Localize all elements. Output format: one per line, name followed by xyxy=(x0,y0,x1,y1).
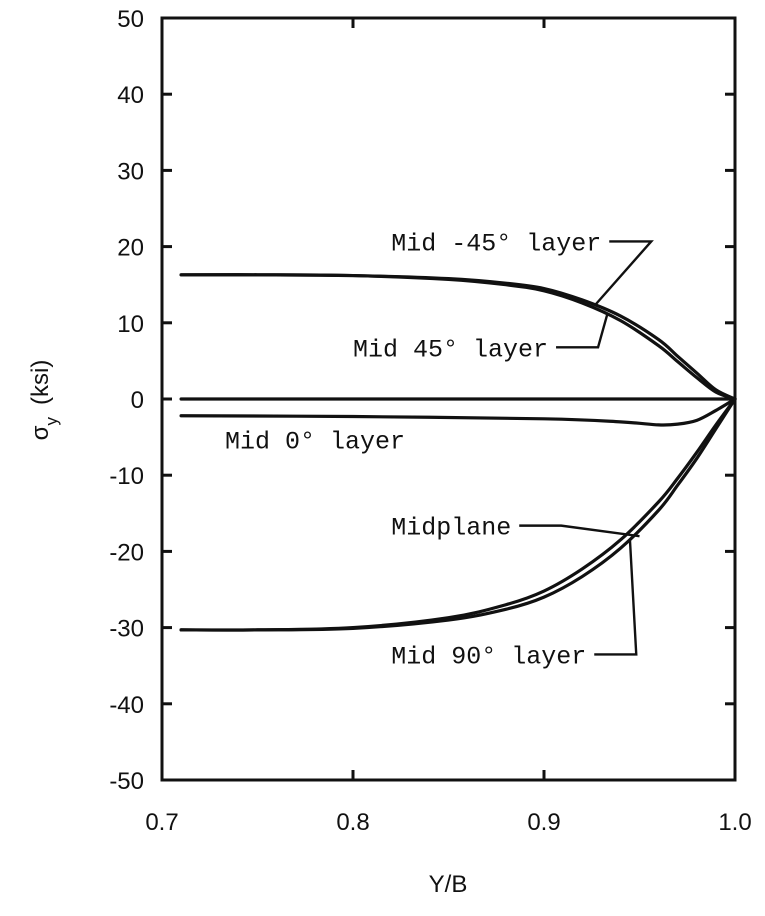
series-line-mid-45-layer xyxy=(179,273,737,401)
annotation-leader xyxy=(594,539,638,656)
y-tick-label: -50 xyxy=(109,768,144,795)
svg-text:σy(ksi): σy (ksi) xyxy=(27,360,61,441)
y-tick-label: -10 xyxy=(109,463,144,490)
annotation-leader xyxy=(519,524,640,538)
annotations: Mid -45° layer Mid 45° layer Mid 0° layer M… xyxy=(225,229,601,671)
y-tick-label: -40 xyxy=(109,692,144,719)
x-axis-label: Y/B xyxy=(429,871,468,898)
annotation-label: Midplane xyxy=(391,514,511,543)
y-axis-label-subscript: y xyxy=(42,417,61,426)
y-tick-label: 30 xyxy=(117,158,144,185)
annotation-leader xyxy=(556,314,609,349)
annotation-label: Mid -45° layer xyxy=(391,229,601,258)
series-line-mid-0-layer xyxy=(179,397,737,427)
y-tick-label: 10 xyxy=(117,311,144,338)
y-tick-label: 20 xyxy=(117,235,144,262)
annotation-label: Mid 45° layer xyxy=(353,335,548,364)
annotation-leaders xyxy=(519,240,654,656)
x-tick-label: 1.0 xyxy=(718,809,751,836)
x-tick-label: 0.9 xyxy=(527,809,560,836)
y-tick-label: 0 xyxy=(131,387,144,414)
y-axis-label-symbol: σ xyxy=(27,425,54,440)
y-tick-label: 40 xyxy=(117,82,144,109)
x-tick-label: 0.8 xyxy=(336,809,369,836)
annotation-label: Mid 90° layer xyxy=(391,642,586,671)
annotation-label: Mid 0° layer xyxy=(225,428,405,457)
y-axis-label-unit: (ksi) xyxy=(27,360,54,405)
annotation-leader xyxy=(594,240,654,306)
y-axis-label: σy (ksi) xyxy=(27,360,61,441)
series-line-mid-90-layer xyxy=(179,397,737,632)
series-lines xyxy=(179,273,737,632)
x-tick-label: 0.7 xyxy=(145,809,178,836)
y-tick-label: -20 xyxy=(109,539,144,566)
tick-labels: 50 40 30 20 10 0 -10 -20 -30 -40 -500.7 0.8 0.9 1.0 xyxy=(109,6,751,836)
y-tick-label: 50 xyxy=(117,6,144,33)
y-tick-label: -30 xyxy=(109,616,144,643)
